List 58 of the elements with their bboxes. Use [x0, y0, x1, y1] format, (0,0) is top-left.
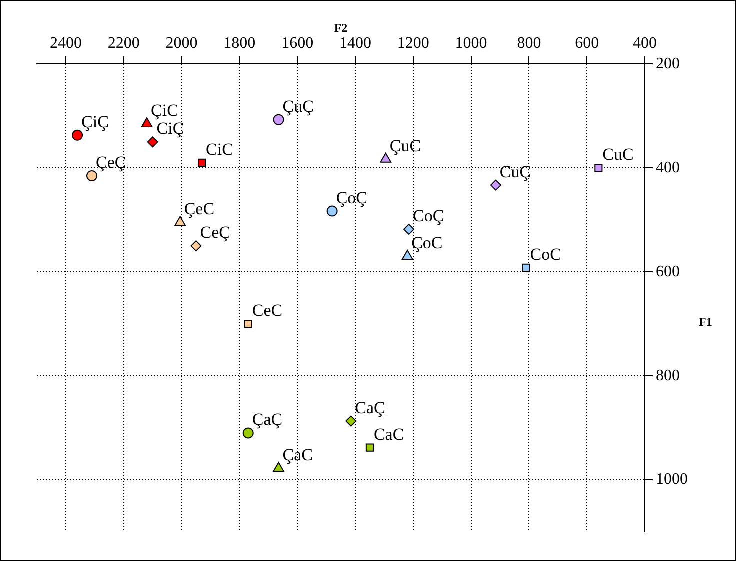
series-label: CoÇ — [413, 206, 444, 226]
x-tick-label: 1800 — [224, 34, 256, 52]
y-axis-title: F1 — [699, 315, 712, 330]
series-label: CoC — [530, 244, 562, 264]
y-tick-label: 600 — [656, 263, 680, 280]
x-tick-label: 1400 — [339, 34, 372, 52]
series-label: CiÇ — [156, 119, 184, 138]
point — [273, 462, 284, 472]
series-label: CuC — [602, 145, 634, 164]
series-label: CeÇ — [200, 223, 230, 242]
series-label: CeC — [252, 301, 283, 320]
series-label: ÇeC — [184, 200, 215, 219]
x-tick-label: 400 — [633, 34, 657, 52]
point — [190, 240, 202, 252]
series-label: ÇaC — [282, 446, 313, 465]
point — [594, 164, 603, 172]
point — [147, 136, 158, 148]
series-label: ÇiC — [151, 100, 178, 120]
series-label: CuÇ — [500, 162, 532, 182]
point — [273, 114, 284, 126]
y-tick-label: 400 — [656, 159, 680, 176]
series-label: ÇoÇ — [336, 188, 368, 208]
x-tick-label: 600 — [575, 34, 600, 52]
x-tick-label: 2200 — [108, 34, 140, 52]
y-tick-label: 200 — [656, 55, 680, 72]
point — [366, 444, 374, 452]
point — [380, 152, 392, 163]
series-label: ÇiÇ — [82, 112, 109, 132]
point — [244, 320, 252, 328]
point — [198, 158, 206, 167]
point — [86, 170, 98, 182]
series-label: ÇaÇ — [252, 410, 283, 430]
point — [522, 264, 530, 272]
x-tick-label: 1000 — [455, 34, 488, 52]
y-tick-label: 800 — [656, 367, 680, 384]
series-label: ÇuÇ — [282, 96, 314, 116]
point — [141, 117, 153, 128]
point — [242, 428, 254, 439]
x-tick-label: 2000 — [166, 34, 198, 52]
point — [72, 130, 84, 141]
series-label: ÇeÇ — [96, 152, 126, 172]
x-tick-label: 1200 — [397, 34, 430, 52]
series-label: ÇuC — [390, 136, 422, 156]
point — [404, 224, 415, 235]
point — [346, 416, 357, 427]
x-tick-label: 1600 — [282, 34, 314, 52]
point — [402, 250, 414, 260]
y-tick-label: 1000 — [656, 471, 688, 488]
series-label: ÇoC — [412, 233, 443, 252]
x-axis-title: F2 — [334, 21, 348, 36]
x-tick-label: 2400 — [50, 34, 82, 52]
point — [326, 206, 338, 217]
point — [174, 216, 186, 226]
series-label: CiC — [206, 140, 234, 159]
x-tick-label: 800 — [517, 34, 542, 52]
point — [490, 180, 502, 191]
series-label: CaÇ — [355, 398, 386, 418]
series-label: CaC — [374, 424, 404, 444]
